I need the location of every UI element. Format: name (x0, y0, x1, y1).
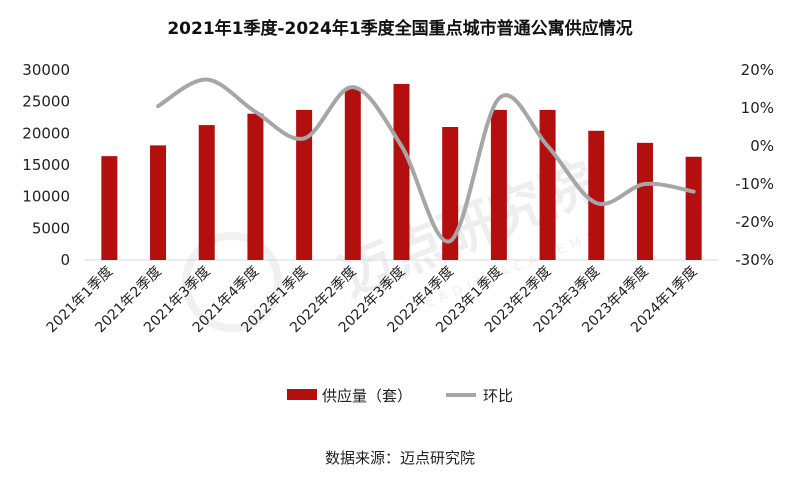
watermark-logo (182, 232, 282, 332)
legend-swatch-bar (287, 389, 317, 400)
line-path (156, 77, 696, 244)
y-left-tick-label: 10000 (22, 188, 70, 206)
bar (344, 87, 361, 260)
legend-label-line: 环比 (483, 387, 513, 405)
y-left-tick-label: 15000 (22, 156, 70, 174)
bar (490, 109, 507, 261)
bar (393, 83, 410, 260)
legend-label-bar: 供应量（套） (322, 387, 412, 405)
y-right-axis: -30% -20% -10% 0% 10% 20% (735, 61, 774, 269)
y-left-tick-label: 25000 (22, 93, 70, 111)
y-left-tick-label: 0 (60, 251, 70, 269)
bar (101, 156, 118, 260)
line-series (156, 77, 696, 244)
bar (539, 109, 556, 261)
legend: 供应量（套） 环比 (287, 387, 513, 405)
bar (442, 127, 459, 260)
bar (636, 142, 653, 260)
y-right-tick-label: -30% (735, 251, 774, 269)
y-right-tick-label: 0% (750, 137, 774, 155)
bar (296, 109, 313, 261)
bar (588, 130, 605, 260)
bar (247, 113, 264, 260)
y-right-tick-label: 20% (741, 61, 774, 79)
y-left-tick-label: 30000 (22, 61, 70, 79)
source-note: 数据来源：迈点研究院 (325, 449, 475, 467)
y-right-tick-label: 10% (741, 99, 774, 117)
y-left-tick-label: 20000 (22, 124, 70, 142)
chart-title: 2021年1季度-2024年1季度全国重点城市普通公寓供应情况 (167, 18, 632, 39)
bar (685, 156, 702, 260)
bar-series (101, 83, 702, 261)
bar (150, 145, 167, 260)
y-left-axis: 0 5000 10000 15000 20000 25000 30000 (22, 61, 70, 269)
y-right-tick-label: -20% (735, 213, 774, 231)
y-left-tick-label: 5000 (32, 219, 70, 237)
y-right-tick-label: -10% (735, 175, 774, 193)
bar (198, 125, 215, 260)
